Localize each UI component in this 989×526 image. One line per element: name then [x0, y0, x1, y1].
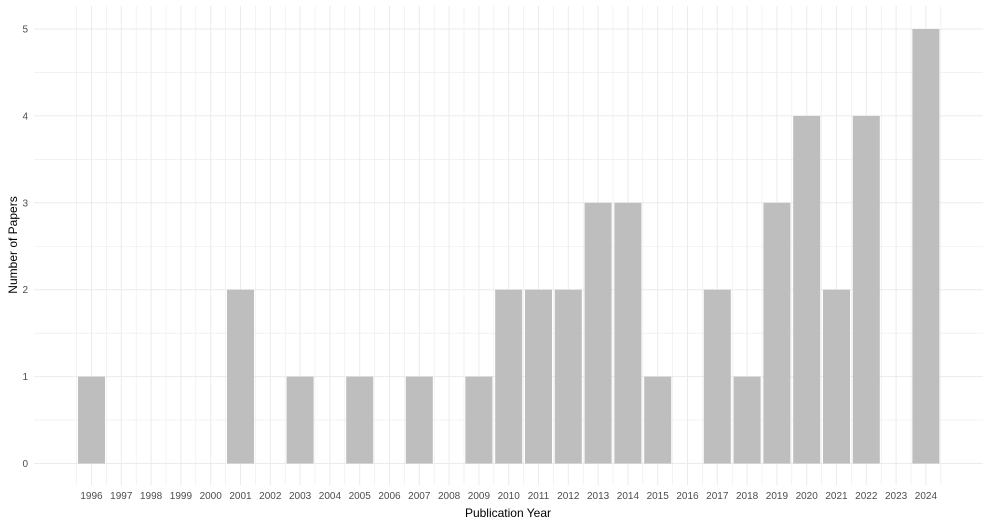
x-axis-ticks: 1996 1997 1998 1999 2000 2001 2002 2003 2004 2005… — [80, 491, 937, 502]
x-tick-label: 2020 — [796, 491, 819, 502]
bar-2005 — [346, 376, 374, 464]
bar-2014 — [614, 202, 642, 464]
bar-2022 — [852, 115, 880, 464]
x-tick-label: 2006 — [378, 491, 401, 502]
bars — [78, 29, 940, 464]
bar-2010 — [495, 289, 523, 464]
bar-1996 — [78, 376, 105, 464]
x-tick-label: 2010 — [498, 491, 521, 502]
x-tick-label: 2012 — [557, 491, 580, 502]
y-tick-label: 3 — [22, 198, 28, 209]
bar-2021 — [823, 289, 850, 464]
x-axis-title: Publication Year — [465, 506, 551, 520]
x-tick-label: 1998 — [140, 491, 163, 502]
x-tick-label: 2015 — [647, 491, 670, 502]
x-tick-label: 2002 — [259, 491, 282, 502]
x-tick-label: 2007 — [408, 491, 431, 502]
y-tick-label: 0 — [22, 459, 28, 470]
bar-2009 — [465, 376, 493, 464]
y-tick-label: 2 — [22, 285, 28, 296]
x-tick-label: 2005 — [349, 491, 372, 502]
y-axis-ticks: 0 1 2 3 4 5 — [22, 25, 28, 471]
x-tick-label: 2000 — [200, 491, 223, 502]
x-tick-label: 2022 — [855, 491, 878, 502]
y-tick-label: 4 — [22, 111, 28, 122]
bar-2018 — [733, 376, 761, 464]
bar-2007 — [405, 376, 433, 464]
x-tick-label: 2018 — [736, 491, 759, 502]
x-tick-label: 2021 — [825, 491, 848, 502]
bar-2012 — [554, 289, 582, 464]
bar-2019 — [763, 202, 791, 464]
x-tick-label: 2011 — [528, 491, 550, 502]
bar-2024 — [912, 29, 940, 464]
x-tick-label: 2008 — [438, 491, 461, 502]
x-tick-label: 2023 — [885, 491, 908, 502]
bar-2020 — [793, 115, 821, 464]
x-tick-label: 2013 — [587, 491, 610, 502]
x-tick-label: 1997 — [110, 491, 133, 502]
x-tick-label: 2001 — [229, 491, 252, 502]
y-axis-title: Number of Papers — [6, 196, 20, 293]
x-tick-label: 2017 — [706, 491, 729, 502]
x-tick-label: 2003 — [289, 491, 312, 502]
bar-2003 — [286, 376, 314, 464]
x-tick-label: 2019 — [766, 491, 789, 502]
x-tick-label: 2004 — [319, 491, 342, 502]
bar-2001 — [227, 289, 254, 464]
bar-2017 — [703, 289, 731, 464]
x-tick-label: 2016 — [676, 491, 699, 502]
bar-2013 — [584, 202, 612, 464]
y-tick-label: 1 — [22, 372, 28, 383]
x-tick-label: 1999 — [170, 491, 193, 502]
x-tick-label: 2009 — [468, 491, 491, 502]
y-tick-label: 5 — [22, 25, 28, 36]
x-tick-label: 2014 — [617, 491, 640, 502]
bar-2011 — [525, 289, 552, 464]
bar-2015 — [644, 376, 672, 464]
x-tick-label: 2024 — [915, 491, 938, 502]
x-tick-label: 1996 — [80, 491, 103, 502]
